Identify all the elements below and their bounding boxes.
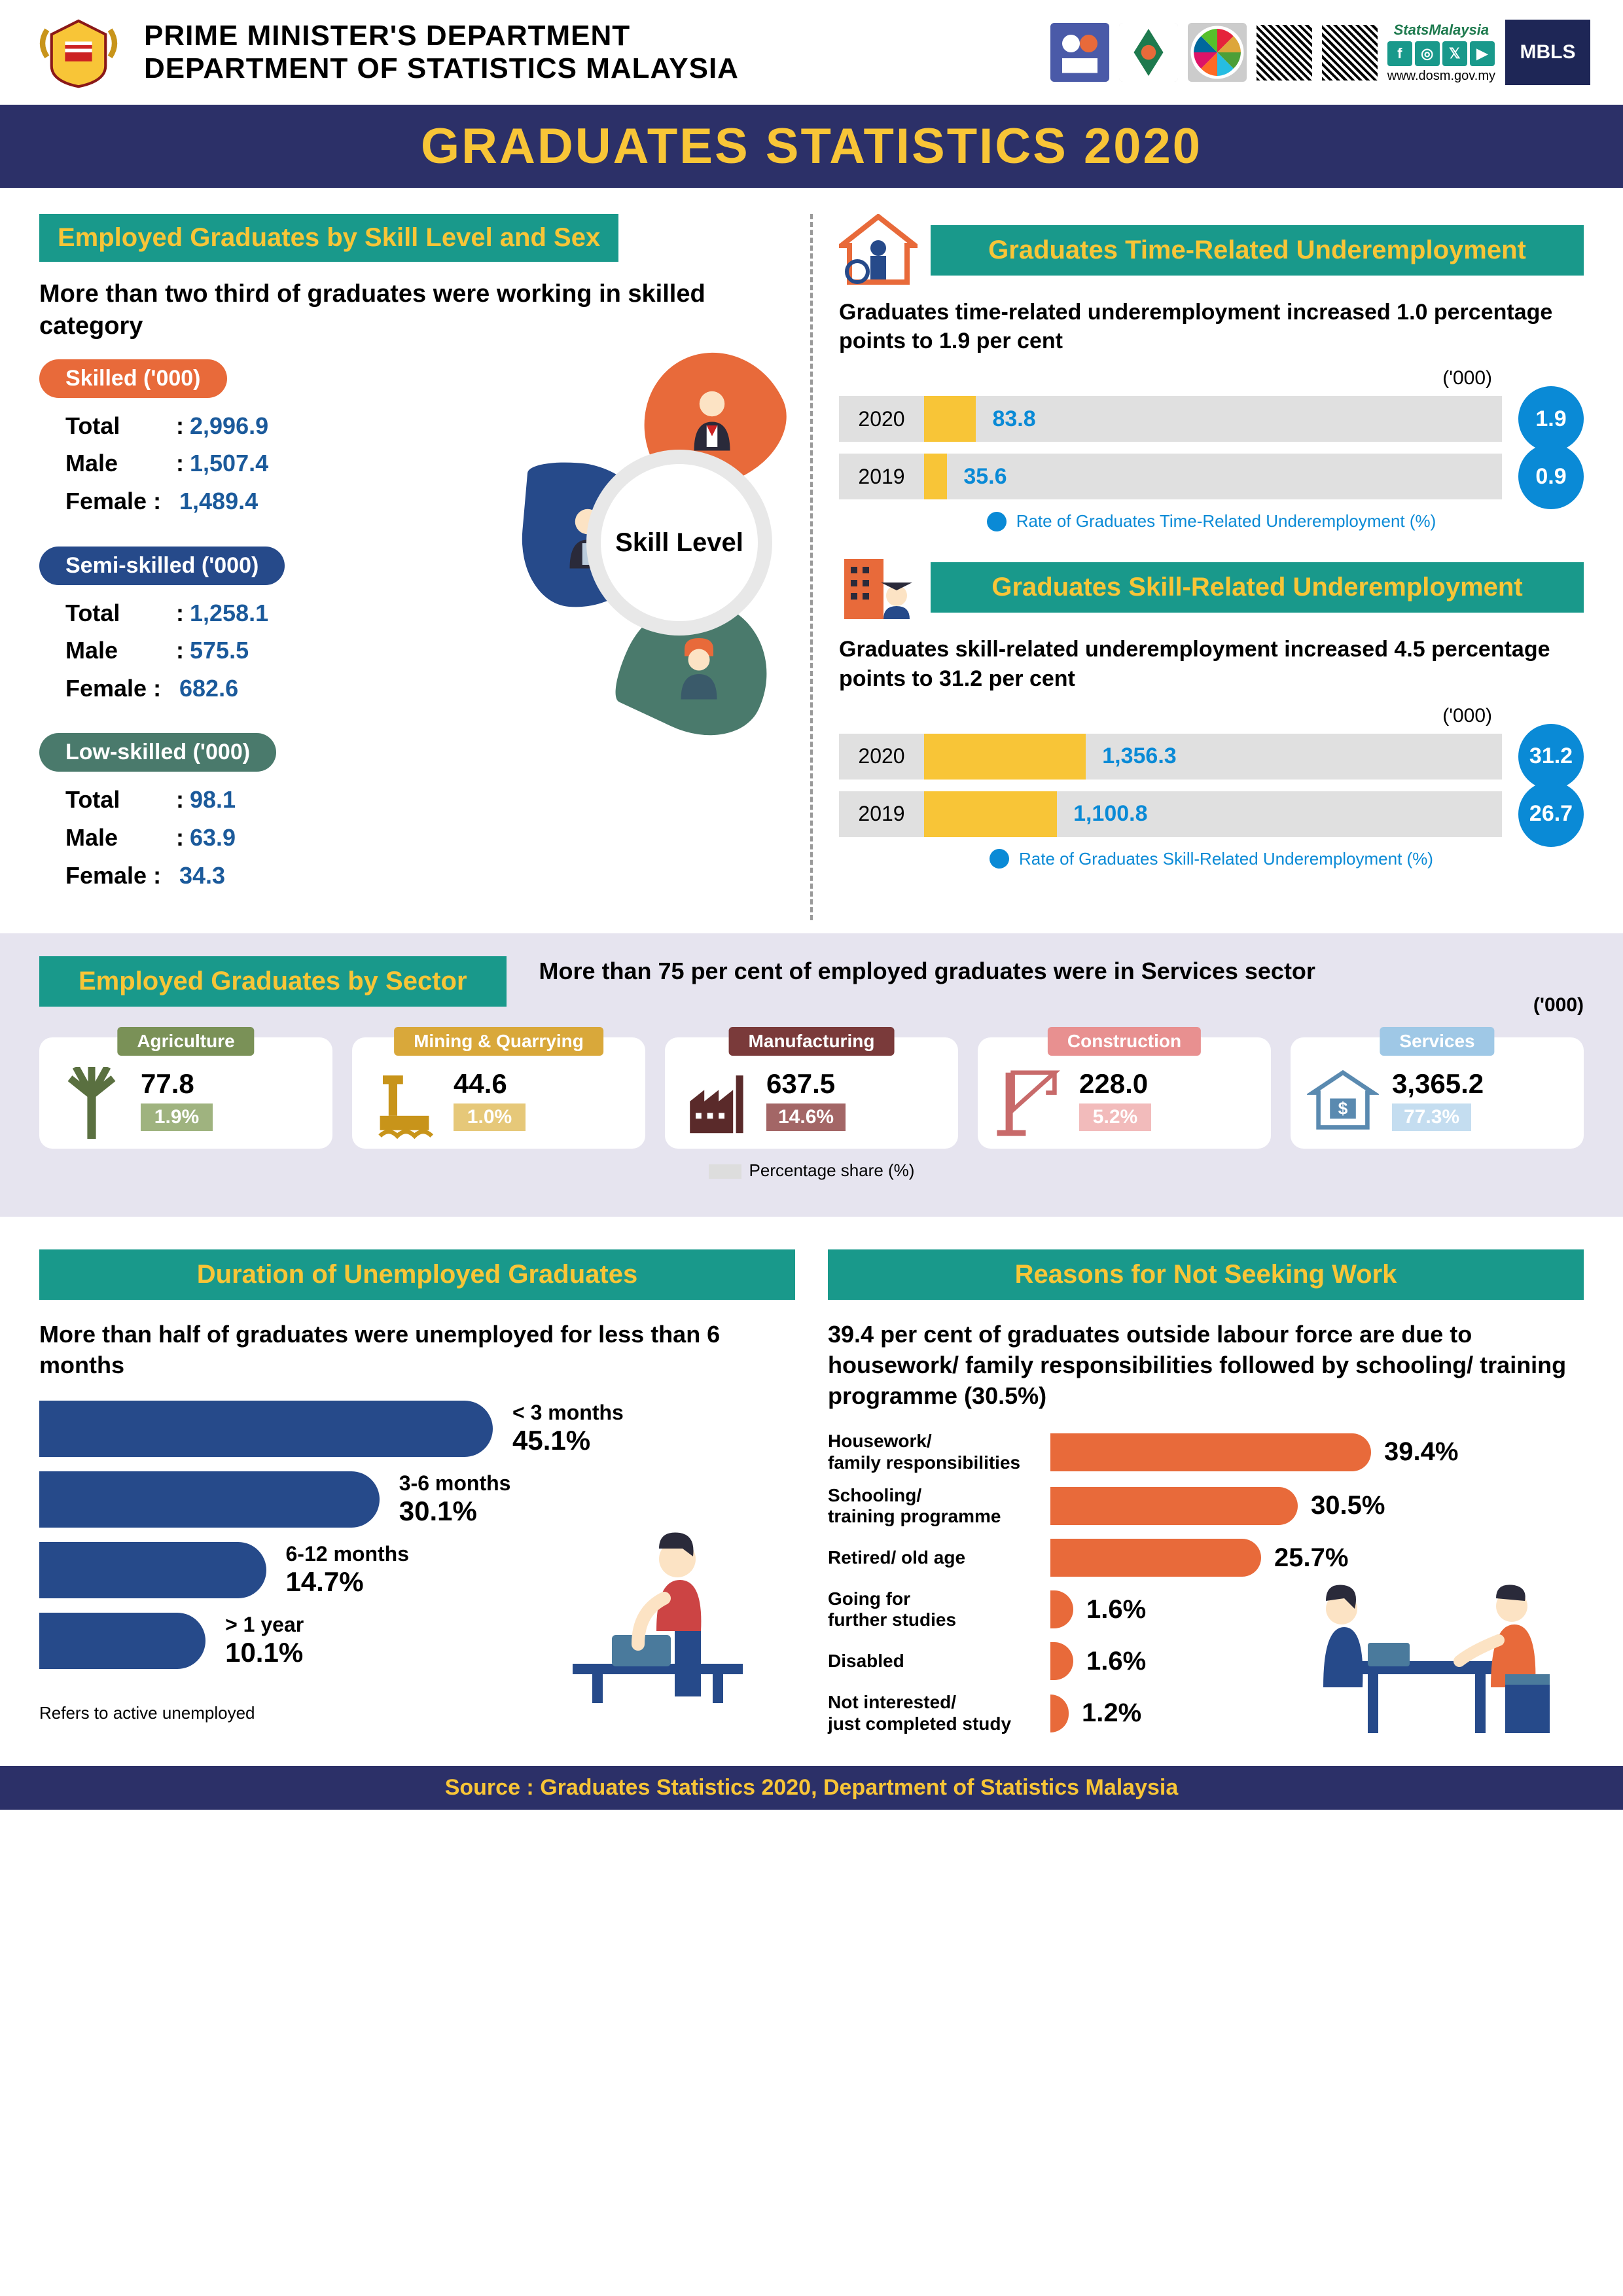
bar-row: 2019 1,100.8 26.7 bbox=[839, 791, 1584, 837]
skill-pill-skilled: Skilled ('000) bbox=[39, 359, 227, 398]
stats-malaysia: StatsMalaysia f ◎ 𝕏 ▶ www.dosm.gov.my bbox=[1387, 22, 1495, 84]
duration-bar: < 3 months45.1% bbox=[39, 1401, 795, 1457]
time-underemployment: Graduates Time-Related Underemployment G… bbox=[839, 214, 1584, 531]
house-worker-icon bbox=[839, 214, 918, 286]
youtube-icon: ▶ bbox=[1470, 41, 1495, 66]
skill-underemployment: Graduates Skill-Related Underemployment … bbox=[839, 551, 1584, 869]
qr-1 bbox=[1257, 25, 1312, 81]
sector-card: Construction 228.0 5.2% bbox=[978, 1037, 1271, 1149]
duration-section: Duration of Unemployed Graduates More th… bbox=[39, 1249, 795, 1746]
title-banner: GRADUATES STATISTICS 2020 bbox=[0, 105, 1623, 188]
skill-pill-semi: Semi-skilled ('000) bbox=[39, 547, 285, 585]
reasons-section: Reasons for Not Seeking Work 39.4 per ce… bbox=[828, 1249, 1584, 1746]
reason-bar: Housework/family responsibilities 39.4% bbox=[828, 1431, 1584, 1473]
skill-title: Employed Graduates by Skill Level and Se… bbox=[39, 214, 618, 262]
sector-section: Employed Graduates by Sector More than 7… bbox=[0, 933, 1623, 1217]
header-logos: StatsMalaysia f ◎ 𝕏 ▶ www.dosm.gov.my MB… bbox=[1050, 20, 1590, 85]
skill-subtitle: More than two third of graduates were wo… bbox=[39, 278, 784, 343]
header-title: PRIME MINISTER'S DEPARTMENT DEPARTMENT O… bbox=[144, 20, 1031, 85]
instagram-icon: ◎ bbox=[1415, 41, 1440, 66]
header: PRIME MINISTER'S DEPARTMENT DEPARTMENT O… bbox=[0, 0, 1623, 105]
sdg-icon bbox=[1188, 23, 1247, 82]
twitter-icon: 𝕏 bbox=[1442, 41, 1467, 66]
footer: Source : Graduates Statistics 2020, Depa… bbox=[0, 1766, 1623, 1810]
facebook-icon: f bbox=[1387, 41, 1412, 66]
qr-2 bbox=[1322, 25, 1378, 81]
sector-card: Mining & Quarrying 44.6 1.0% bbox=[352, 1037, 645, 1149]
skill-pill-low: Low-skilled ('000) bbox=[39, 733, 276, 772]
crest-icon bbox=[33, 16, 124, 88]
svg-text:$: $ bbox=[1338, 1099, 1348, 1119]
bar-row: 2019 35.6 0.9 bbox=[839, 454, 1584, 499]
interview-scene-icon bbox=[1302, 1570, 1564, 1740]
building-grad-icon bbox=[839, 551, 918, 623]
bar-row: 2020 1,356.3 31.2 bbox=[839, 734, 1584, 780]
sector-card: Agriculture 77.8 1.9% bbox=[39, 1037, 332, 1149]
mbls-logo: MBLS bbox=[1505, 20, 1590, 85]
sector-card: Services $ 3,365.2 77.3% bbox=[1291, 1037, 1584, 1149]
bar-row: 2020 83.8 1.9 bbox=[839, 396, 1584, 442]
reason-bar: Schooling/training programme 30.5% bbox=[828, 1485, 1584, 1527]
sector-card: Manufacturing 637.5 14.6% bbox=[665, 1037, 958, 1149]
census-icon bbox=[1050, 23, 1109, 82]
skill-level-section: Employed Graduates by Skill Level and Se… bbox=[39, 214, 813, 920]
person-laptop-icon bbox=[560, 1520, 756, 1703]
mystats-icon bbox=[1119, 23, 1178, 82]
skill-diagram: Skill Level bbox=[509, 359, 784, 726]
